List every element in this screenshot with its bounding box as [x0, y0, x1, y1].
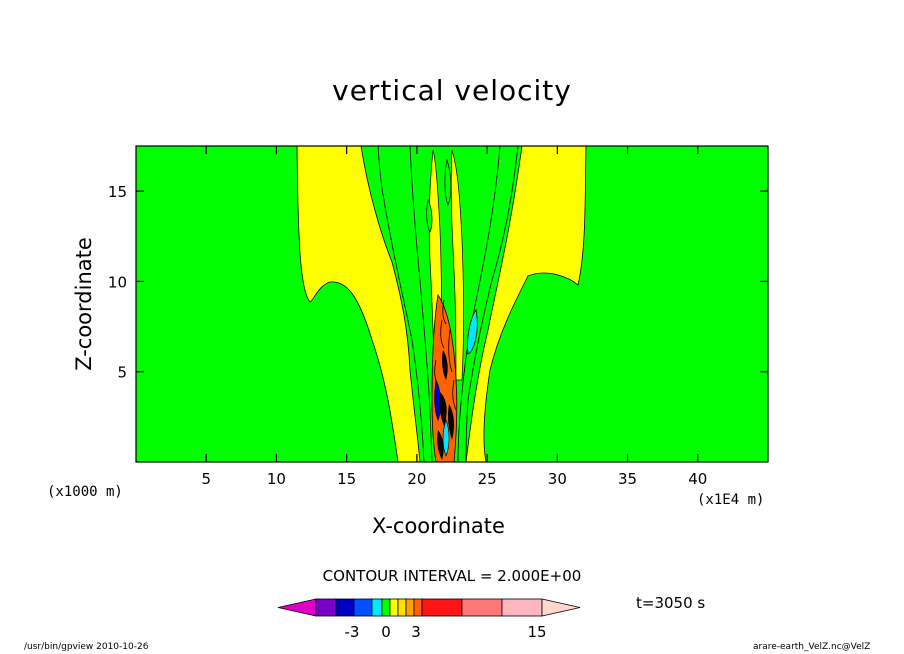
colorbar-tick-label: 0: [381, 623, 391, 641]
colorbar-arrow-high: [541, 598, 581, 617]
x-tick-label: 20: [407, 470, 426, 488]
core-negative-2: [442, 418, 450, 457]
chart-title: vertical velocity: [332, 74, 572, 107]
core-contour-lines: [434, 299, 457, 411]
colorbar-cell: [371, 598, 383, 617]
footer-program-date: /usr/bin/gpview 2010-10-26: [24, 642, 149, 652]
colorbar-cell: [397, 598, 407, 617]
colorbar-tick-label: -3: [345, 623, 360, 641]
x-tick-label: 30: [548, 470, 567, 488]
x-tick-label: 40: [688, 470, 707, 488]
x-unit-right: (x1E4 m): [697, 492, 765, 508]
x-tick-label: 25: [478, 470, 497, 488]
x-axis-label: X-coordinate: [372, 514, 505, 538]
positive-contour-plume-right: [465, 146, 587, 462]
colorbar-arrow-low: [277, 598, 317, 617]
y-tick-label: 15: [108, 183, 127, 201]
x-tick-label: 10: [267, 470, 286, 488]
plot-frame: [135, 145, 769, 463]
x-unit-left: (x1000 m): [47, 484, 123, 500]
zero-strip-a: [426, 198, 433, 233]
core-strong-4: [442, 350, 448, 380]
colorbar-cell: [413, 598, 423, 617]
colorbar-cell: [421, 598, 463, 617]
colorbar-cell: [461, 598, 503, 617]
colorbar-cell: [315, 598, 337, 617]
positive-strip-center-2: [450, 149, 464, 381]
colorbar-cell: [405, 598, 415, 617]
core-strong-3: [437, 430, 444, 460]
colorbar-cell: [501, 598, 543, 617]
x-tick-label: 5: [201, 470, 211, 488]
core-negative-1: [434, 378, 442, 421]
colorbar-cell: [381, 598, 391, 617]
positive-contour-plume: [296, 146, 421, 462]
core-strong-1: [439, 392, 447, 426]
colorbar-cell: [389, 598, 399, 617]
colorbar-cell: [335, 598, 355, 617]
contour-field: [136, 146, 768, 462]
colorbar-tick-label: 15: [527, 623, 546, 641]
negative-contour-blob: [467, 309, 478, 355]
zero-strip-b: [444, 158, 452, 206]
x-axis-ticks: 5 10 15 20 25 30 35 40: [201, 146, 707, 488]
core-strong-2: [448, 404, 454, 440]
y-tick-label: 5: [117, 364, 127, 382]
x-tick-label: 35: [618, 470, 637, 488]
time-label: t=3050 s: [636, 594, 706, 612]
colorbar-tick-label: 3: [411, 623, 421, 641]
zero-band-right: [457, 146, 519, 462]
y-axis-label: Z-coordinate: [72, 237, 96, 371]
contour-interval-label: CONTOUR INTERVAL = 2.000E+00: [322, 567, 582, 585]
colorbar-cell: [353, 598, 373, 617]
x-tick-label: 15: [337, 470, 356, 488]
footer-file-variable: arare-earth_VelZ.nc@VelZ: [753, 642, 871, 652]
zero-band-left: [377, 146, 433, 462]
y-axis-ticks: 5 10 15: [108, 183, 768, 382]
y-tick-label: 10: [108, 273, 127, 291]
colorbar: -3 0 3 15: [277, 598, 581, 641]
